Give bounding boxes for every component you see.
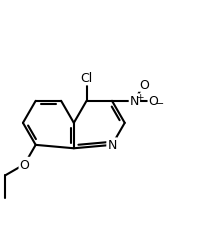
Text: O: O (139, 79, 149, 91)
Text: O: O (149, 95, 158, 108)
Text: N: N (130, 95, 139, 108)
Text: Cl: Cl (80, 72, 93, 85)
Text: N: N (107, 139, 117, 152)
Text: +: + (136, 92, 144, 101)
Text: −: − (156, 99, 164, 109)
Text: O: O (19, 158, 29, 171)
